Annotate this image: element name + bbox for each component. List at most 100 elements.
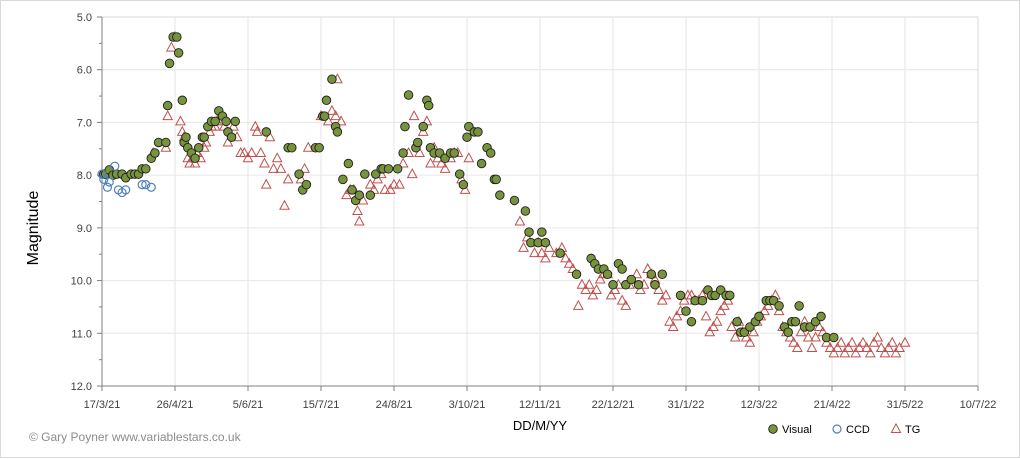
tg-point — [759, 305, 770, 316]
tg-point — [388, 178, 400, 189]
tg-point — [299, 162, 311, 173]
visual-point — [173, 48, 184, 58]
visual-point — [783, 327, 793, 337]
legend: Visual CCD TG — [768, 422, 920, 436]
tg-point — [806, 341, 818, 353]
tg-point — [175, 115, 186, 126]
tg-point — [425, 157, 436, 168]
tg-point — [540, 252, 551, 263]
tg-point — [279, 199, 290, 210]
ccd-point — [146, 182, 156, 192]
x-tick-label: 12/3/22 — [741, 399, 778, 411]
visual-point — [774, 301, 784, 311]
tg-point — [560, 252, 571, 263]
visual-point — [524, 227, 534, 237]
tg-point — [302, 141, 314, 152]
tg-point — [572, 299, 584, 310]
tg-point — [529, 247, 540, 258]
tg-point — [255, 146, 267, 158]
tg-point — [417, 125, 429, 136]
x-tick-label: 26/4/21 — [157, 399, 194, 411]
tg-point — [536, 247, 548, 258]
visual-point — [816, 311, 826, 322]
visual-point — [230, 116, 240, 127]
visual-point — [287, 142, 297, 153]
tg-point — [268, 162, 279, 173]
tg-point — [744, 336, 756, 347]
visual-point — [400, 121, 410, 132]
tg-point — [439, 162, 451, 173]
tg-point — [821, 336, 832, 347]
tg-point — [580, 284, 592, 295]
tg-point — [397, 157, 409, 168]
ccd-point — [110, 161, 120, 171]
y-axis-label: Magnitude — [25, 191, 42, 266]
visual-point — [403, 90, 414, 100]
tg-point — [857, 336, 869, 347]
tg-point — [394, 178, 405, 189]
tg-point — [364, 178, 376, 189]
ccd-point — [137, 180, 147, 190]
tg-point — [872, 331, 884, 342]
tg-point — [704, 326, 716, 337]
visual-point — [164, 58, 175, 69]
visual-point — [360, 169, 370, 179]
tg-point — [671, 310, 683, 321]
visual-point — [462, 132, 472, 142]
x-tick-label: 10/7/22 — [960, 399, 997, 411]
legend-marker — [832, 424, 842, 434]
visual-point — [571, 269, 582, 279]
tg-point — [700, 310, 712, 321]
visual-point — [383, 164, 394, 174]
visual-point — [491, 174, 501, 185]
tg-point — [890, 347, 902, 358]
tg-point — [514, 215, 526, 226]
tg-point — [707, 320, 719, 331]
tg-point — [715, 305, 727, 316]
tg-point — [842, 341, 854, 353]
tg-point — [788, 336, 800, 347]
axes: 17/3/21 26/4/21 5/6/21 15/7/21 24/8/21 3/10/2… — [71, 12, 997, 411]
visual-point — [686, 316, 697, 327]
visual-point — [221, 116, 231, 127]
tg-point — [160, 141, 172, 152]
y-tick-label: 8.0 — [77, 170, 92, 182]
x-tick-label: 21/4/22 — [814, 399, 851, 411]
tg-point — [587, 289, 599, 300]
series-ccd — [97, 161, 156, 198]
ccd-point — [141, 180, 151, 190]
visual-point — [261, 127, 272, 137]
tg-point — [802, 331, 814, 342]
legend-item-tg: TG — [890, 422, 920, 436]
visual-point — [193, 142, 204, 153]
tg-point — [189, 157, 201, 168]
x-tick-label: 15/7/21 — [303, 399, 340, 411]
series-visual — [99, 32, 839, 343]
tg-point — [583, 278, 595, 289]
y-tick-label: 11.0 — [71, 328, 92, 340]
visual-point — [347, 185, 357, 195]
y-tick-label: 10.0 — [71, 276, 92, 288]
visual-point — [162, 100, 173, 111]
x-tick-label: 17/3/21 — [84, 399, 121, 411]
visual-point — [314, 142, 324, 153]
tg-point — [718, 299, 730, 310]
visual-point — [332, 127, 343, 137]
legend-item-ccd: CCD — [832, 424, 870, 436]
tg-point — [251, 125, 263, 136]
visual-point — [646, 269, 657, 279]
visual-point — [626, 274, 637, 285]
visual-point — [537, 227, 547, 237]
visual-point — [226, 132, 237, 142]
visual-point — [697, 295, 708, 306]
tg-point — [408, 110, 420, 121]
visual-point — [794, 301, 804, 311]
ccd-point — [102, 182, 113, 192]
y-tick-label: 7.0 — [77, 117, 92, 129]
legend-item-visual: Visual — [768, 424, 812, 436]
x-tick-label: 3/10/21 — [449, 399, 486, 411]
tg-point — [894, 341, 905, 353]
tg-point — [576, 278, 588, 289]
visual-point — [725, 290, 735, 301]
